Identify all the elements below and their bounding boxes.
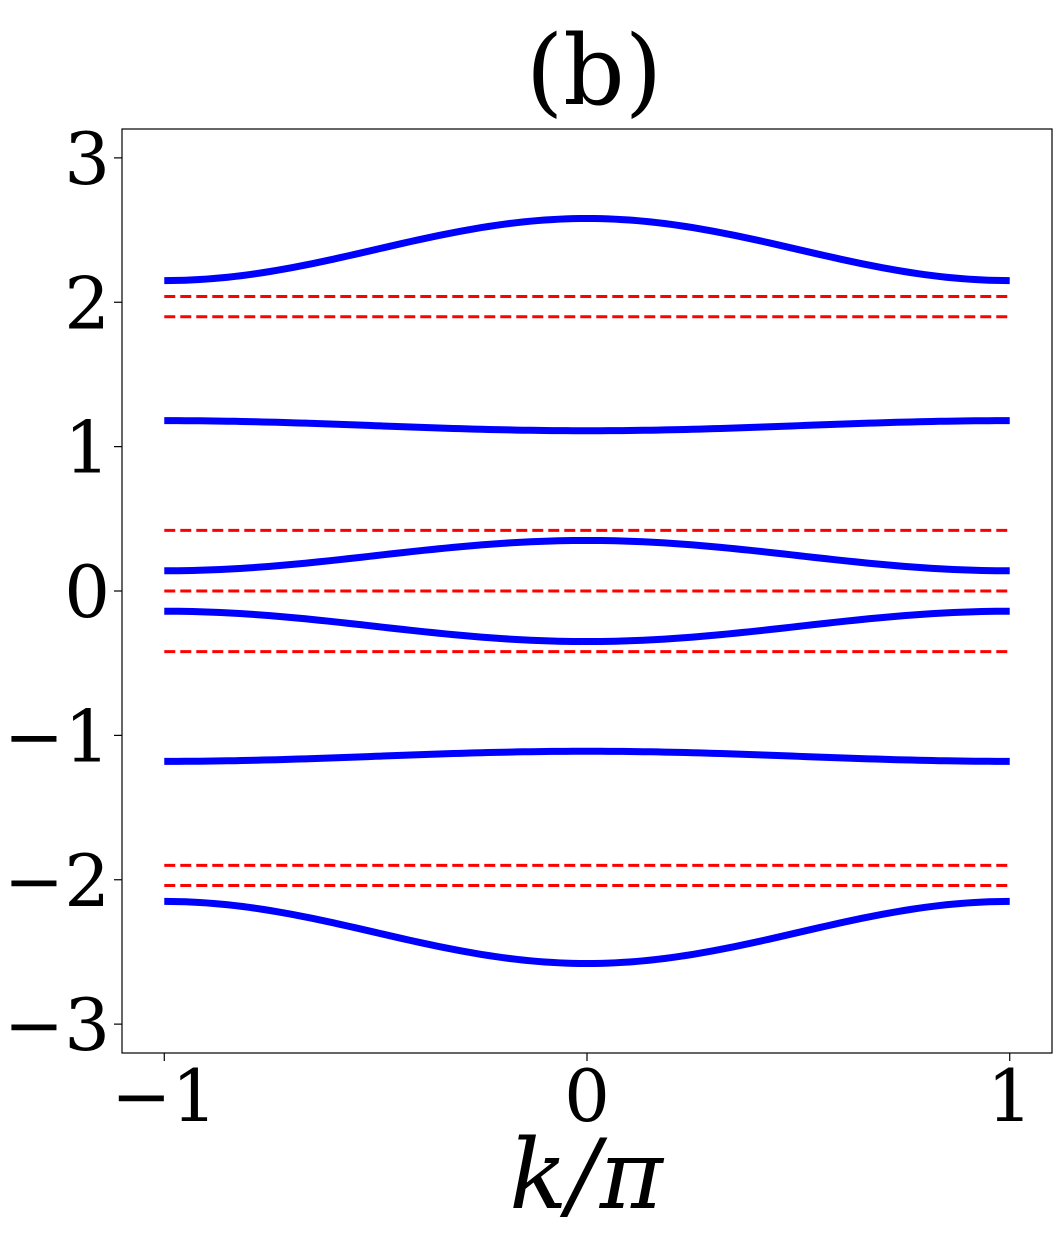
band-line-3 [164,607,1010,646]
x-tick-label: −1 [111,1054,217,1138]
y-tick-label: 2 [64,261,110,345]
band-line-0 [164,215,1010,285]
plot-area [121,128,1053,1054]
band-line-5 [164,897,1010,967]
y-axis: −3 −2 −1 0 1 2 3 [4,117,122,1067]
y-tick-label: 1 [64,406,110,490]
y-tick-label: 0 [64,550,110,634]
y-tick-label: −1 [4,694,110,778]
x-axis: −1 0 1 [111,1053,1033,1138]
y-tick-label: −3 [4,983,110,1067]
x-tick-label: 1 [987,1054,1033,1138]
chart-title: (b) [526,15,662,127]
y-tick-label: −2 [4,839,110,923]
y-tick-label: 3 [64,117,110,201]
x-axis-label: k/π [509,1119,665,1231]
x-tick-label: 0 [564,1054,610,1138]
band-line-4 [164,747,1010,765]
band-line-2 [164,536,1010,575]
band-line-1 [164,417,1010,435]
